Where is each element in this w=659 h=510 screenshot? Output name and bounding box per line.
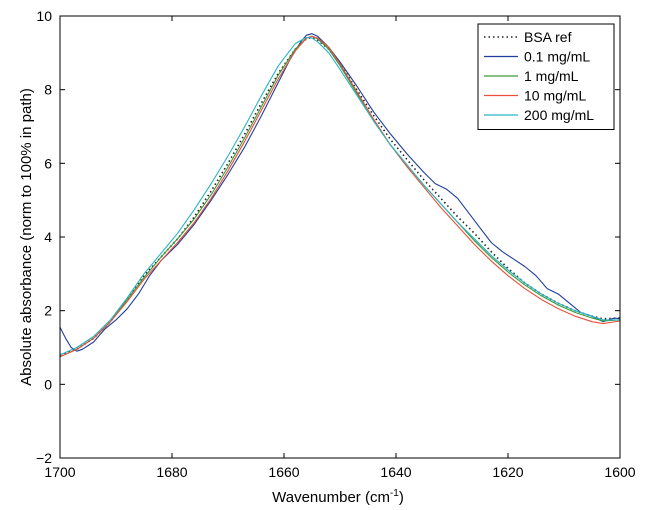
y-tick-label: 10 [36, 8, 52, 24]
x-axis-label: Wavenumber (cm-1) [272, 488, 404, 506]
legend-label: 200 mg/mL [524, 107, 594, 123]
x-tick-label: 1660 [268, 464, 299, 480]
x-tick-label: 1640 [380, 464, 411, 480]
series-layer [60, 33, 620, 358]
ticks-layer: 1700 1680 1660 1640 1620 1600 −2 0 2 4 6 8 10 [36, 8, 636, 480]
legend-label: 1 mg/mL [524, 68, 579, 84]
y-tick-label: 6 [44, 155, 52, 171]
x-tick-label: 1600 [604, 464, 635, 480]
y-tick-label: 8 [44, 82, 52, 98]
x-axis-label-sup: -1 [390, 488, 399, 499]
y-axis-label: Absolute absorbance (norm to 100% in pat… [18, 88, 35, 386]
y-tick-label: 4 [44, 229, 52, 245]
y-tick-label: −2 [36, 450, 52, 466]
x-tick-label: 1620 [492, 464, 523, 480]
x-axis-label-text: Wavenumber (cm [272, 489, 390, 506]
legend-box [477, 23, 615, 130]
x-tick-label: 1680 [156, 464, 187, 480]
series-line-4 [60, 36, 620, 356]
legend-label: BSA ref [524, 29, 572, 45]
x-axis-label-close: ) [399, 489, 404, 506]
legend: BSA ref 0.1 mg/mL 1 mg/mL 10 mg/mL 200 mg/mL [477, 23, 615, 130]
series-line-3 [60, 35, 620, 358]
legend-label: 0.1 mg/mL [524, 49, 590, 65]
y-tick-label: 0 [44, 376, 52, 392]
x-tick-label: 1700 [44, 464, 75, 480]
legend-label: 10 mg/mL [524, 88, 586, 104]
y-tick-label: 2 [44, 303, 52, 319]
series-line-2 [60, 35, 620, 358]
